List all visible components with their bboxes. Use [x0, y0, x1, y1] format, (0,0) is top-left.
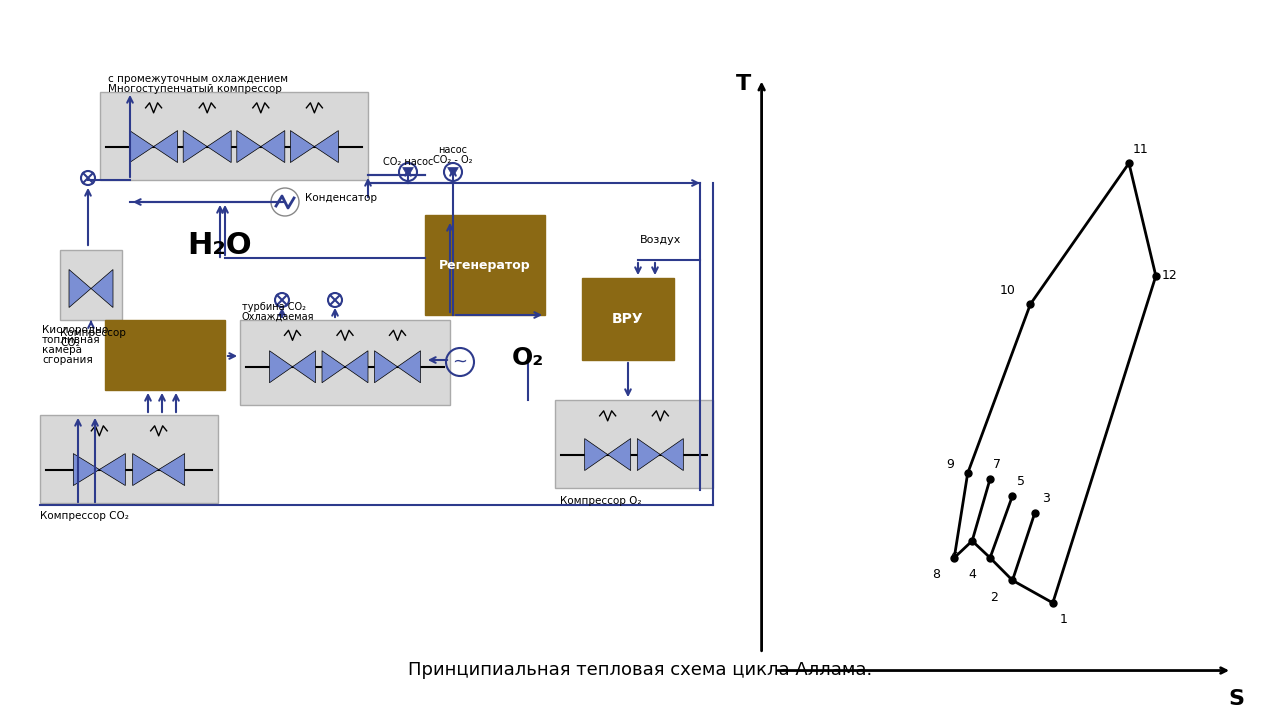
Polygon shape [91, 270, 113, 307]
Text: сгорания: сгорания [42, 355, 92, 365]
Polygon shape [323, 350, 346, 383]
Polygon shape [154, 131, 178, 162]
Text: 4: 4 [968, 568, 977, 581]
Text: Компрессор CO₂: Компрессор CO₂ [40, 511, 129, 521]
Text: 7: 7 [993, 459, 1001, 472]
Polygon shape [73, 454, 100, 485]
Polygon shape [315, 131, 338, 162]
Text: турбина CO₂: турбина CO₂ [242, 302, 306, 312]
Text: Многоступенчатый компрессор: Многоступенчатый компрессор [108, 84, 282, 94]
Text: S: S [1229, 689, 1244, 709]
Text: 8: 8 [932, 568, 941, 581]
Text: CO₂ насос: CO₂ насос [383, 157, 433, 167]
Polygon shape [183, 131, 207, 162]
Text: CO₂: CO₂ [60, 338, 79, 348]
Text: Воздух: Воздух [640, 235, 681, 245]
Polygon shape [346, 350, 369, 383]
Polygon shape [159, 454, 184, 485]
Text: T: T [736, 74, 751, 94]
Text: 3: 3 [1042, 492, 1050, 505]
Text: 6: 6 [950, 552, 959, 565]
Polygon shape [403, 167, 413, 177]
Polygon shape [608, 438, 631, 471]
Text: O₂: O₂ [512, 346, 544, 370]
Text: Кислородно-: Кислородно- [42, 325, 113, 335]
Polygon shape [129, 131, 154, 162]
Polygon shape [375, 350, 398, 383]
Polygon shape [133, 454, 159, 485]
Text: 10: 10 [1000, 283, 1016, 296]
Bar [105, 320, 225, 390]
Text: топливная: топливная [42, 335, 101, 345]
Polygon shape [270, 350, 293, 383]
Text: 2: 2 [991, 590, 998, 603]
Polygon shape [637, 438, 660, 471]
Polygon shape [585, 438, 608, 471]
Text: насос: насос [439, 145, 467, 155]
Text: камера: камера [42, 345, 82, 355]
Text: Регенератор: Регенератор [439, 259, 531, 272]
Polygon shape [100, 454, 125, 485]
Text: 1: 1 [1060, 614, 1068, 627]
Bar [556, 400, 713, 488]
Polygon shape [69, 270, 91, 307]
Bar [582, 278, 675, 360]
Text: с промежуточным охлаждением: с промежуточным охлаждением [108, 74, 288, 84]
Polygon shape [261, 131, 285, 162]
Text: CO₂ - O₂: CO₂ - O₂ [433, 155, 472, 165]
Text: 12: 12 [1161, 270, 1178, 283]
Polygon shape [207, 131, 232, 162]
Text: Компрессор: Компрессор [60, 328, 125, 338]
Text: Конденсатор: Конденсатор [305, 193, 378, 203]
Text: ~: ~ [453, 353, 467, 371]
Bar [425, 215, 545, 315]
Text: 11: 11 [1133, 143, 1148, 156]
Bar [241, 320, 451, 405]
Polygon shape [448, 167, 458, 177]
Bar [100, 92, 369, 180]
Text: 5: 5 [1018, 475, 1025, 488]
Text: Компрессор O₂: Компрессор O₂ [561, 496, 641, 506]
Polygon shape [660, 438, 684, 471]
Bar [60, 250, 122, 320]
Polygon shape [237, 131, 261, 162]
Text: H₂O: H₂O [188, 231, 252, 260]
Bar [40, 415, 218, 503]
Polygon shape [293, 350, 315, 383]
Text: Охлаждаемая: Охлаждаемая [242, 312, 315, 322]
Text: Принципиальная тепловая схема цикла Аллама.: Принципиальная тепловая схема цикла Алла… [408, 661, 872, 679]
Polygon shape [291, 131, 315, 162]
Text: ВРУ: ВРУ [612, 312, 644, 326]
Polygon shape [398, 350, 421, 383]
Text: 9: 9 [946, 459, 954, 472]
